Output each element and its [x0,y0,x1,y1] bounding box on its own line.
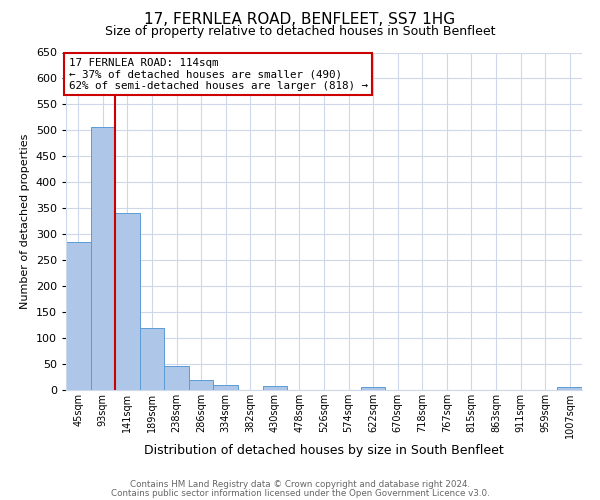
Bar [115,214,140,390]
Text: Contains HM Land Registry data © Crown copyright and database right 2024.: Contains HM Land Registry data © Crown c… [130,480,470,489]
Y-axis label: Number of detached properties: Number of detached properties [20,134,30,309]
Bar [361,388,385,390]
Bar [263,386,287,390]
Bar [164,366,189,390]
Bar [189,380,214,390]
Bar [557,388,582,390]
Bar [140,328,164,390]
Bar [91,126,115,390]
Text: 17 FERNLEA ROAD: 114sqm
← 37% of detached houses are smaller (490)
62% of semi-d: 17 FERNLEA ROAD: 114sqm ← 37% of detache… [68,58,368,91]
Bar [66,242,91,390]
X-axis label: Distribution of detached houses by size in South Benfleet: Distribution of detached houses by size … [144,444,504,456]
Text: 17, FERNLEA ROAD, BENFLEET, SS7 1HG: 17, FERNLEA ROAD, BENFLEET, SS7 1HG [145,12,455,28]
Text: Contains public sector information licensed under the Open Government Licence v3: Contains public sector information licen… [110,488,490,498]
Text: Size of property relative to detached houses in South Benfleet: Size of property relative to detached ho… [105,25,495,38]
Bar [214,385,238,390]
